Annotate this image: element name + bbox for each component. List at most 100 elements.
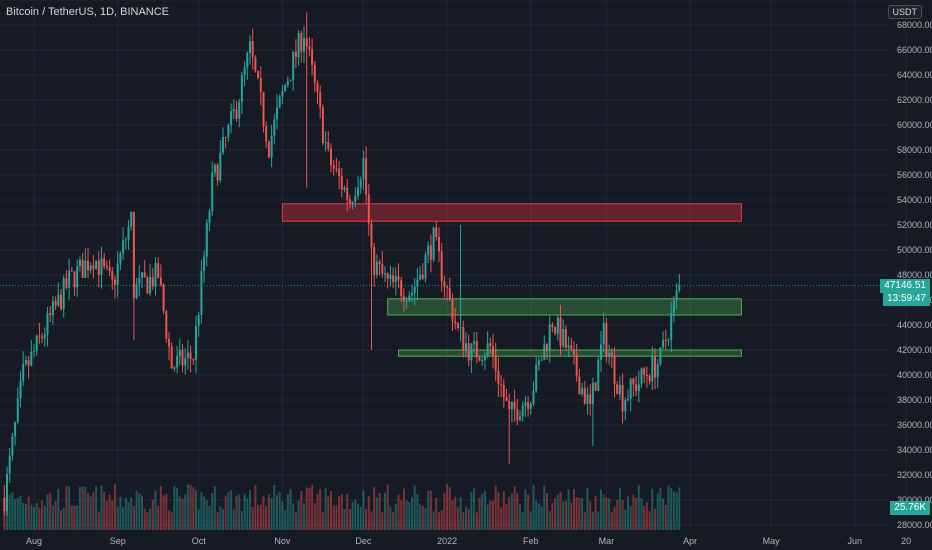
volume-bar [235,495,238,530]
volume-bar [8,494,11,530]
candle-body [170,346,173,369]
volume-bar [416,494,419,530]
volume-bar [554,497,557,530]
candle-body [197,315,200,326]
y-tick-label: 34000.00 [897,445,932,455]
volume-bar [497,492,500,530]
volume-bar [675,492,678,530]
candle-body [65,278,68,288]
candle-body [124,239,127,241]
volume-bar [521,512,524,530]
volume-bar [567,489,570,530]
candle-body [49,313,52,316]
volume-bar [65,486,68,530]
volume-bar [60,510,62,530]
volume-bar [238,494,241,530]
volume-bar [243,493,246,530]
candle-body [597,359,600,391]
candle-body [127,226,130,240]
volume-bar [254,485,257,530]
volume-bar [70,505,73,530]
candle-body [475,341,478,358]
volume-bar [478,497,481,530]
volume-bar [246,498,249,530]
candle-body [273,119,276,136]
candle-body [270,135,273,158]
volume-bar [78,487,81,530]
candle-body [294,51,297,57]
candle-body [70,270,73,272]
candle-body [662,339,665,348]
volume-bar [143,508,146,530]
volume-bar [197,509,200,530]
candle-body [192,359,195,361]
candle-body [311,49,314,65]
candle-body [243,67,246,76]
volume-bar [648,511,651,530]
volume-bar [386,484,389,530]
volume-bar [300,491,303,530]
volume-bar [116,506,119,530]
candle-body [35,335,38,351]
volume-bar [330,491,332,530]
volume-bar [11,492,14,530]
volume-bar [22,502,25,530]
volume-bar [27,496,30,530]
volume-bar [289,488,292,530]
candle-body [313,64,316,83]
volume-bar [189,484,192,530]
candle-body [176,356,179,368]
volume-bar [513,486,516,530]
volume-bar [30,504,33,530]
quote-currency-badge[interactable]: USDT [887,5,922,19]
candle-body [365,158,368,195]
volume-bar [629,505,632,530]
volume-bar [240,510,243,530]
volume-bar [43,505,46,530]
candle-body [670,313,673,340]
candle-body [116,263,119,285]
candle-body [432,227,435,260]
x-tick-label: Jun [848,536,863,546]
candle-body [359,179,362,188]
volume-bar [316,493,319,530]
candle-body [500,384,503,386]
candle-body [537,360,540,365]
volume-bar [432,511,435,530]
candle-body [486,343,489,356]
volume-bar [16,497,19,530]
volume-bar [286,494,289,530]
volume-bar [313,503,316,530]
volume-bar [543,485,546,530]
candle-body [529,403,532,409]
x-tick-label: 20 [901,536,911,546]
volume-bar [76,505,79,530]
candle-body [672,300,675,314]
candle-body [157,263,160,278]
volume-bar [232,509,235,530]
candle-body [284,85,287,91]
candle-body [610,352,613,357]
volume-bar [618,488,621,530]
volume-bar [267,494,270,530]
volume-bar [664,504,667,530]
volume-bar [114,484,116,530]
candle-body [627,398,629,401]
volume-bar [486,504,489,530]
volume-bar [670,488,673,530]
support-zone [398,349,742,357]
candle-body [659,347,662,365]
candle-body [519,416,521,421]
volume-bar [281,501,284,530]
candle-body [138,277,141,284]
volume-bar [570,502,573,530]
candle-body [357,187,359,196]
candle-body [227,125,230,138]
candle-body [567,345,570,348]
candle-body [51,301,54,316]
volume-bar [454,496,457,530]
candle-body [16,398,19,423]
candle-body [405,300,408,302]
